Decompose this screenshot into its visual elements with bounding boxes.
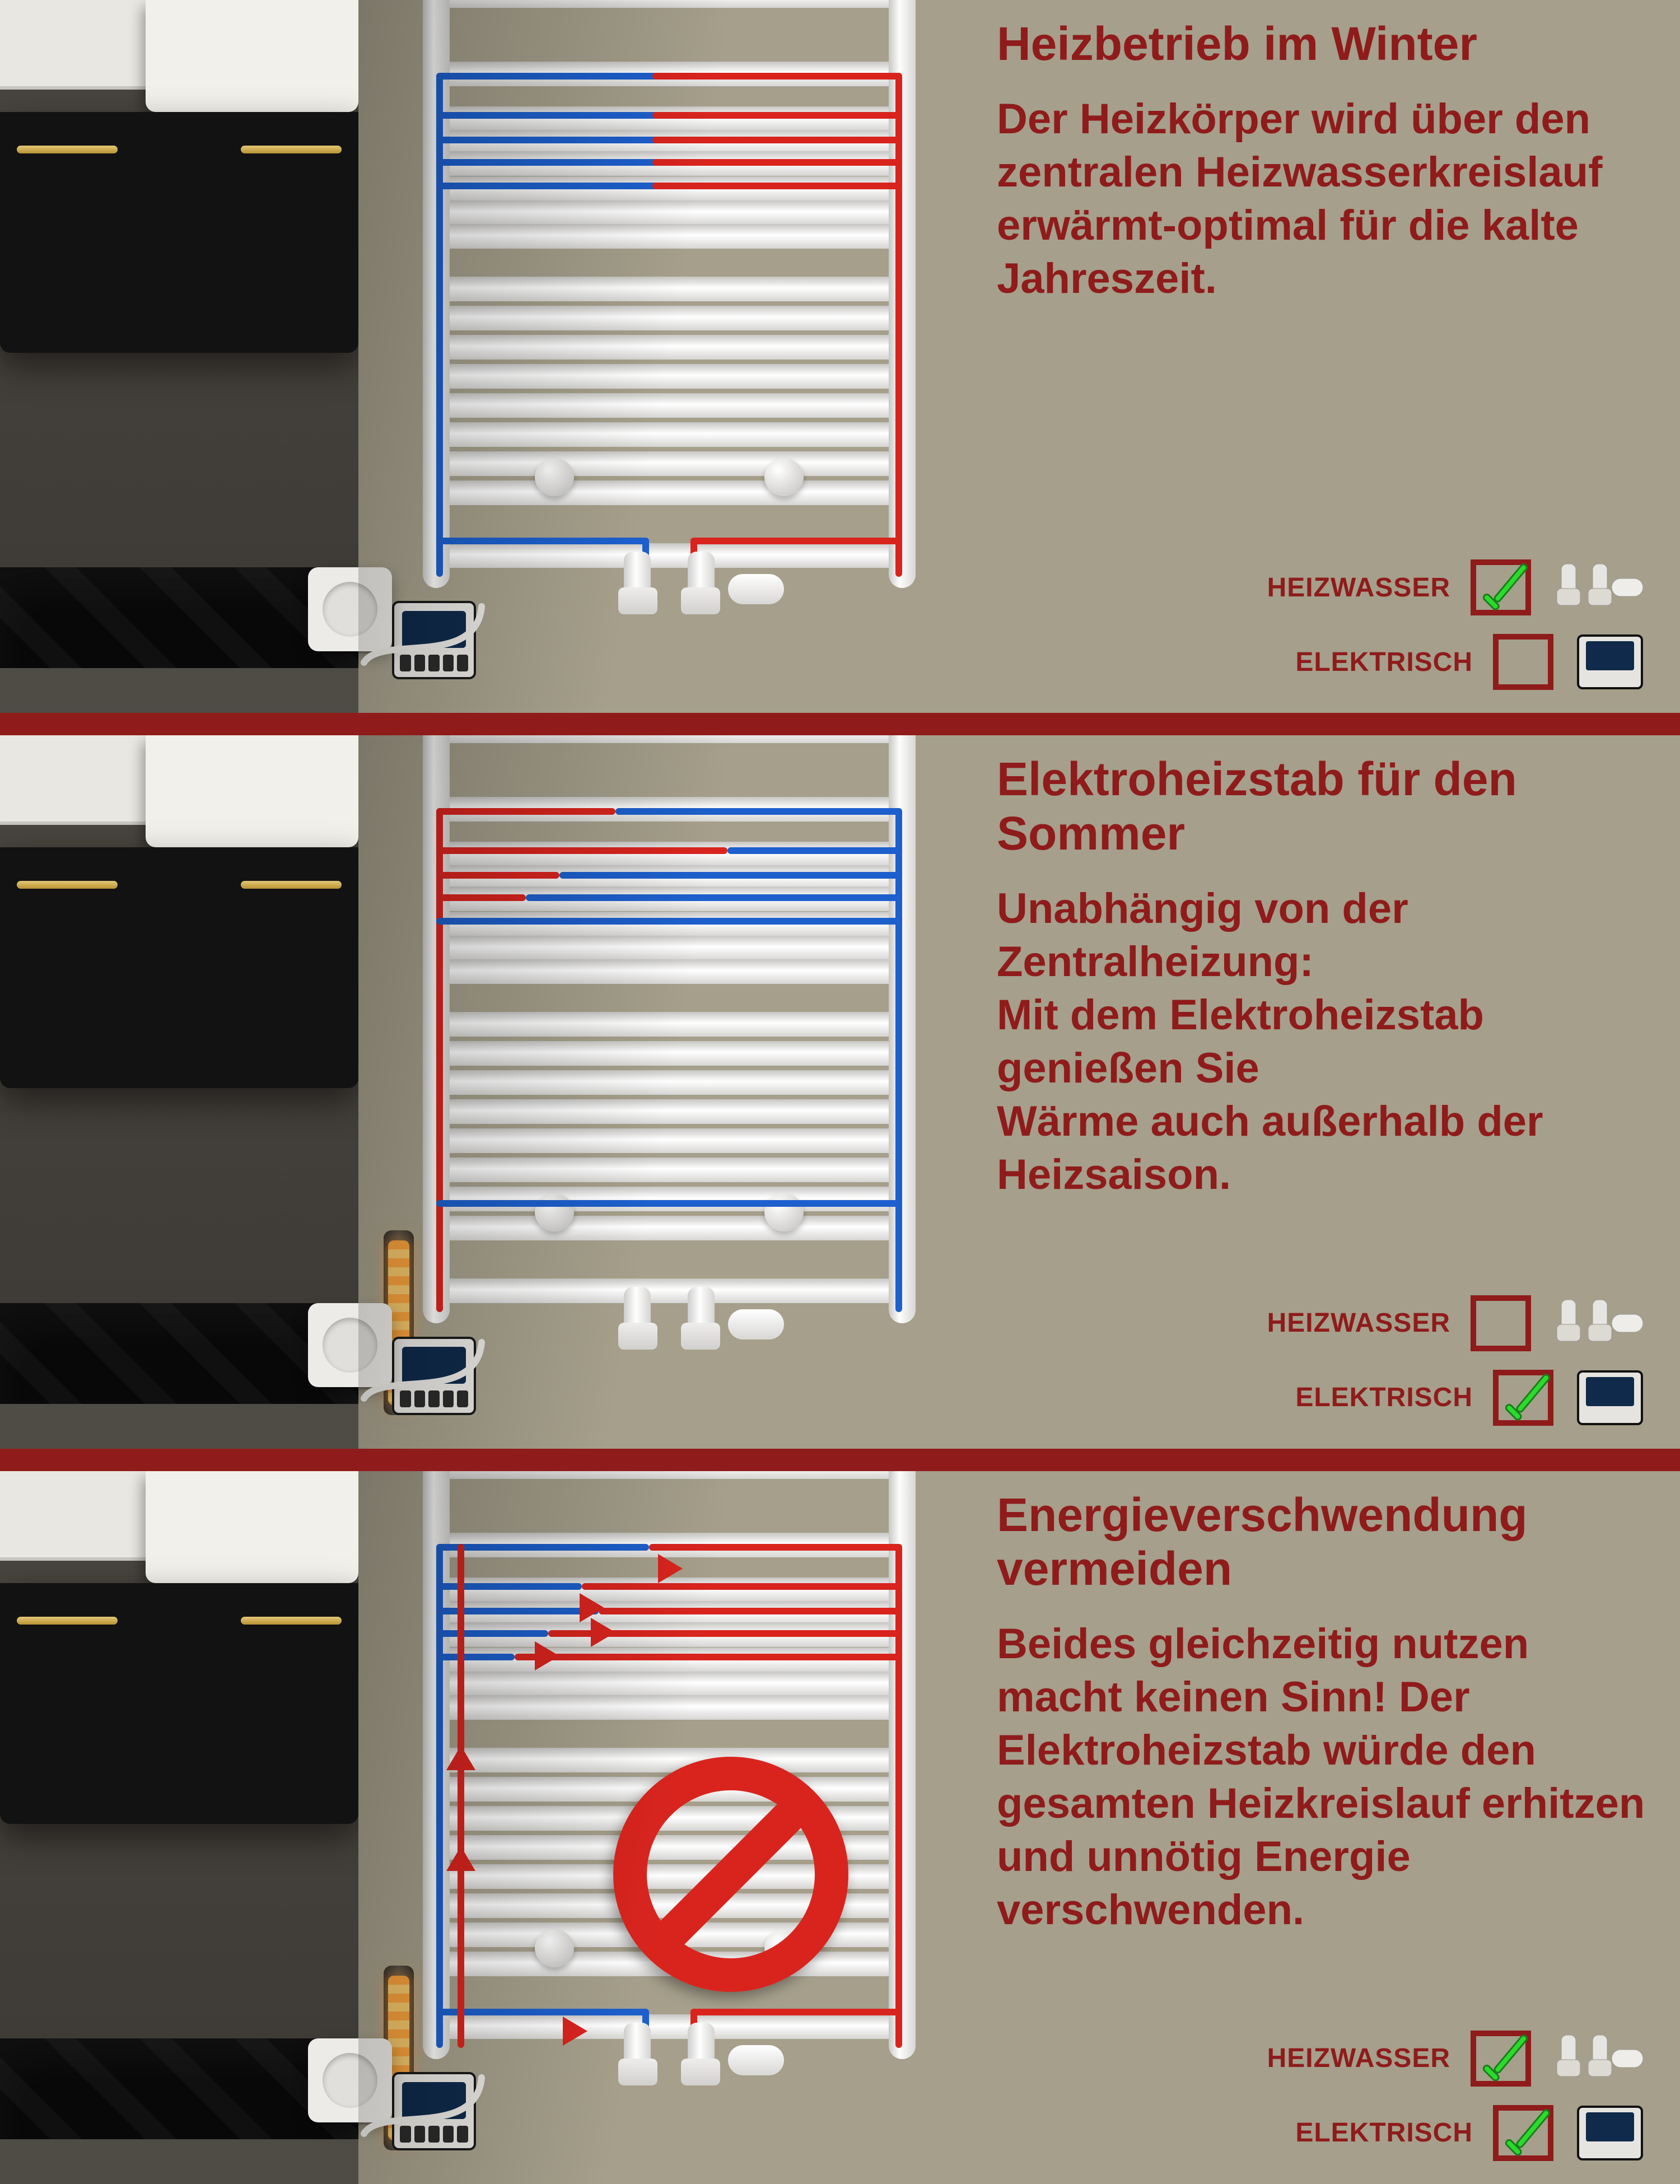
water-flow-overlay [423,0,916,588]
panel-divider [0,713,1680,735]
thermostat-head [728,574,784,604]
elektrisch-checkbox [1493,2105,1553,2161]
sink [146,735,358,847]
panel-title: Elektroheizstab für den Sommer [997,752,1646,860]
power-cable [347,1337,515,1432]
legend-row-heizwasser: HEIZWASSER [1086,1295,1646,1351]
wall-area: Elektroheizstab für den Sommer Unabhängi… [358,735,1680,1448]
panel-body: Unabhängig von der Zentralheizung:Mit de… [997,882,1646,1201]
controller-icon [1574,1367,1646,1429]
panel-avoid: Energieverschwendung vermeiden Beides gl… [0,1471,1680,2184]
central-valve [605,552,734,636]
panel-summer: Elektroheizstab für den Sommer Unabhängi… [0,735,1680,1448]
heizwasser-checkbox [1471,2031,1531,2087]
prohibit-icon [613,1757,848,1992]
controller-icon [1574,2102,1646,2164]
panel-title: Energieverschwendung vermeiden [997,1488,1646,1596]
heater-controller [392,1337,476,1415]
heizwasser-checkbox [1471,1295,1531,1351]
legend-label-elektrisch: ELEKTRISCH [1295,2117,1473,2148]
elektrisch-checkbox [1493,634,1553,690]
central-valve [605,2023,734,2107]
legend-label-heizwasser: HEIZWASSER [1267,572,1450,603]
legend-row-heizwasser: HEIZWASSER [1086,559,1646,615]
valve-icon [1551,1295,1646,1351]
power-cable [347,2072,515,2167]
valve-icon [1551,559,1646,615]
text-column: Energieverschwendung vermeiden Beides gl… [997,1488,1646,1936]
legend-label-heizwasser: HEIZWASSER [1267,2043,1450,2074]
thermostat-head [728,2045,784,2075]
wall-area: Heizbetrieb im Winter Der Heizkörper wir… [358,0,1680,713]
heizwasser-checkbox [1471,559,1531,615]
legend: HEIZWASSER ELEKTRISCH [1086,559,1646,693]
sink [146,0,358,112]
legend: HEIZWASSER ELEKTRISCH [1086,2031,1646,2164]
legend-label-elektrisch: ELEKTRISCH [1295,1382,1473,1413]
towel-radiator [423,735,916,1323]
legend: HEIZWASSER ELEKTRISCH [1086,1295,1646,1429]
water-flow-overlay [423,735,916,1323]
panel-winter: Heizbetrieb im Winter Der Heizkörper wir… [0,0,1680,713]
wall-area: Energieverschwendung vermeiden Beides gl… [358,1471,1680,2184]
legend-row-elektrisch: ELEKTRISCH [1086,1367,1646,1429]
panel-title: Heizbetrieb im Winter [997,17,1646,71]
legend-row-elektrisch: ELEKTRISCH [1086,631,1646,693]
panel-body: Beides gleichzeitig nutzen macht keinen … [997,1617,1646,1936]
text-column: Heizbetrieb im Winter Der Heizkörper wir… [997,17,1646,305]
central-valve [605,1287,734,1371]
legend-row-heizwasser: HEIZWASSER [1086,2031,1646,2087]
legend-row-elektrisch: ELEKTRISCH [1086,2102,1646,2164]
heater-controller [392,2072,476,2150]
bathroom-scene [0,735,358,1448]
legend-label-elektrisch: ELEKTRISCH [1295,647,1473,678]
elektrisch-checkbox [1493,1370,1553,1426]
controller-icon [1574,631,1646,693]
bathroom-scene [0,1471,358,2184]
legend-label-heizwasser: HEIZWASSER [1267,1308,1450,1338]
towel-radiator [423,0,916,588]
heater-controller [392,601,476,679]
thermostat-head [728,1309,784,1340]
sink [146,1471,358,1583]
valve-icon [1551,2031,1646,2087]
power-cable [347,601,515,696]
panel-body: Der Heizkörper wird über den zentralen H… [997,92,1646,305]
bathroom-scene [0,0,358,713]
text-column: Elektroheizstab für den Sommer Unabhängi… [997,752,1646,1201]
panel-divider [0,1449,1680,1471]
towel-radiator [423,1471,916,2059]
